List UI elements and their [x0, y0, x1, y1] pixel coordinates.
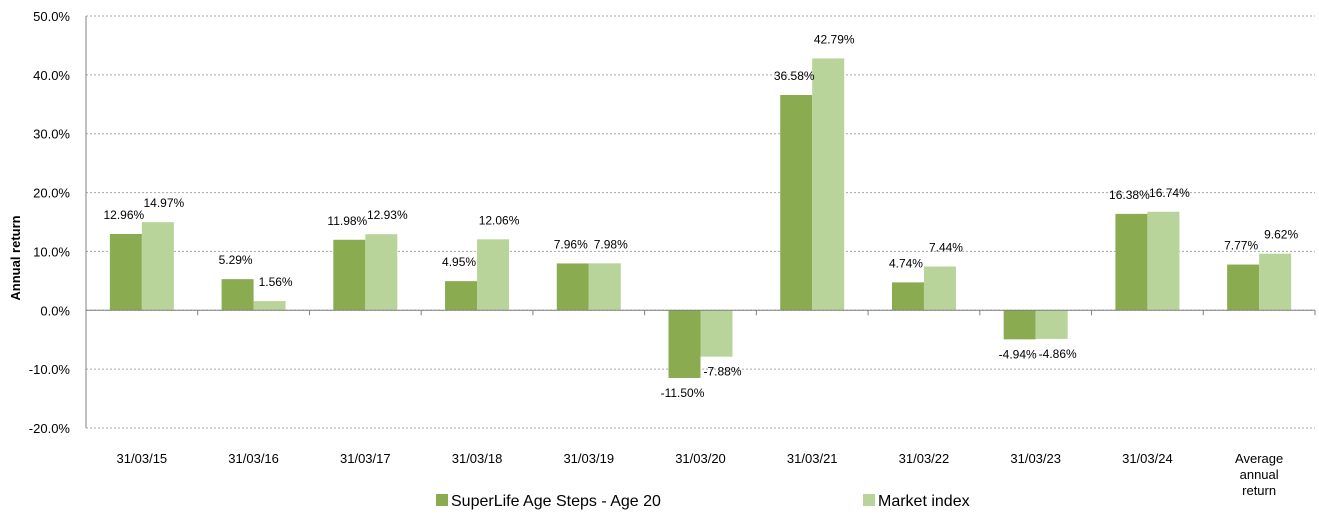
bar — [141, 222, 174, 311]
bar — [780, 94, 813, 311]
y-tick-label: 50.0% — [33, 9, 70, 24]
bar — [445, 281, 478, 311]
legend-label: Market index — [878, 493, 970, 510]
legend-swatch — [863, 494, 875, 506]
bar — [253, 301, 286, 311]
x-tick-label-line: 31/03/19 — [563, 451, 614, 466]
x-tick-label: 31/03/18 — [452, 451, 503, 466]
x-tick-label-line: 31/03/22 — [899, 451, 950, 466]
x-tick-label: 31/03/21 — [787, 451, 838, 466]
data-label: 16.38% — [1109, 188, 1150, 202]
data-label: 9.62% — [1264, 228, 1298, 242]
bar — [477, 239, 510, 311]
bar — [1147, 211, 1180, 311]
bar — [1115, 213, 1148, 311]
x-tick-label-line: 31/03/18 — [452, 451, 503, 466]
bar — [1227, 264, 1260, 311]
x-tick-label-line: 31/03/15 — [117, 451, 168, 466]
x-tick-label: 31/03/16 — [228, 451, 279, 466]
bar — [1003, 310, 1036, 340]
x-tick-label: 31/03/20 — [675, 451, 726, 466]
x-tick-label-line: Average — [1235, 451, 1283, 466]
data-label: 36.58% — [774, 69, 815, 83]
gridlines — [86, 15, 1315, 429]
bar — [109, 234, 142, 311]
x-tick-label-line: 31/03/24 — [1122, 451, 1173, 466]
y-tick-label: 0.0% — [40, 303, 70, 318]
x-tick-label: 31/03/24 — [1122, 451, 1173, 466]
bar — [812, 58, 845, 311]
legend-label: SuperLife Age Steps - Age 20 — [451, 493, 661, 510]
axes: -20.0% -10.0% 0.0% 10.0% 20.0% 30.0% 40.0% 50.0… — [29, 9, 1316, 498]
bar — [891, 282, 924, 311]
x-tick-label-line: 31/03/20 — [675, 451, 726, 466]
data-labels: 12.96% 5.29% 11.98% 4.95% 7.96% -11.50% 36.58%… — [104, 32, 1299, 400]
data-label: -4.94% — [999, 347, 1037, 361]
data-label: 42.79% — [814, 32, 855, 46]
bar — [1035, 310, 1068, 339]
data-label: 4.95% — [442, 255, 476, 269]
x-tick-label-line: 31/03/23 — [1010, 451, 1061, 466]
bar — [221, 279, 254, 311]
y-tick-label: 40.0% — [33, 68, 70, 83]
x-tick-label-line: 31/03/16 — [228, 451, 279, 466]
bars — [109, 58, 1292, 378]
x-tick-label-line: 31/03/21 — [787, 451, 838, 466]
x-tick-label-line: 31/03/17 — [340, 451, 391, 466]
x-tick-label: 31/03/19 — [563, 451, 614, 466]
x-tick-label-line: annual — [1240, 467, 1279, 482]
data-label: 12.96% — [104, 208, 145, 222]
bar — [365, 234, 398, 311]
legend: SuperLife Age Steps - Age 20 Market index — [436, 493, 970, 510]
bar — [668, 310, 701, 378]
x-tick-label: 31/03/22 — [899, 451, 950, 466]
data-label: 14.97% — [144, 196, 185, 210]
y-tick-label: 20.0% — [33, 186, 70, 201]
y-axis-title: Annual return — [8, 215, 23, 300]
x-tick-label: 31/03/17 — [340, 451, 391, 466]
y-tick-label: 10.0% — [33, 244, 70, 259]
data-label: 4.74% — [889, 256, 923, 270]
x-tick-label: 31/03/15 — [117, 451, 168, 466]
y-tick-label: -20.0% — [29, 421, 71, 436]
data-label: 16.74% — [1149, 186, 1190, 200]
bar — [700, 310, 733, 357]
data-label: 7.77% — [1224, 239, 1258, 253]
bar — [333, 239, 366, 311]
data-label: -4.86% — [1039, 347, 1077, 361]
bar — [923, 266, 956, 311]
bar — [1259, 253, 1292, 311]
x-tick-label: 31/03/23 — [1010, 451, 1061, 466]
y-tick-label: 30.0% — [33, 127, 70, 142]
legend-swatch — [436, 494, 448, 506]
x-tick-label-line: return — [1242, 483, 1276, 498]
data-label: 7.98% — [594, 237, 628, 251]
data-label: 7.44% — [929, 240, 963, 254]
bar — [556, 263, 589, 311]
x-tick-label: Average annual return — [1235, 451, 1283, 498]
data-label: 1.56% — [259, 275, 293, 289]
data-label: -11.50% — [661, 386, 705, 400]
data-label: 5.29% — [219, 253, 253, 267]
bar — [588, 263, 621, 311]
data-label: 12.93% — [367, 208, 408, 222]
data-label: 12.06% — [479, 213, 520, 227]
y-tick-label: -10.0% — [29, 362, 71, 377]
data-label: -7.88% — [703, 365, 741, 379]
data-label: 11.98% — [327, 214, 367, 228]
data-label: 7.96% — [554, 237, 588, 251]
